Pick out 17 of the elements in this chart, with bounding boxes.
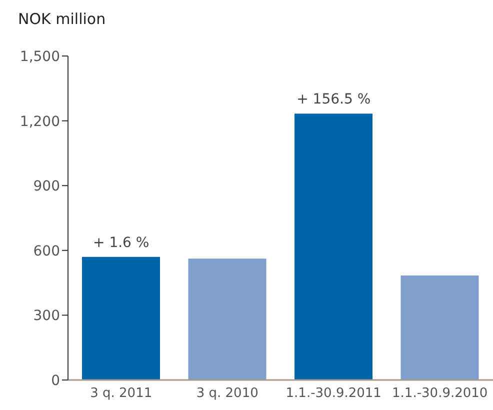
x-tick-label: 3 q. 2011 [90,386,152,402]
y-tick-label: 1,500 [20,48,60,65]
y-tick-label: 1,200 [20,114,60,130]
x-tick-label: 1.1.-30.9.2011 [286,386,382,402]
x-tick-label: 3 q. 2010 [196,386,258,402]
annotation: + 156.5 % [296,92,371,108]
x-tick-label: 1.1.-30.9.2010 [392,386,488,402]
y-tick-label: 300 [33,308,60,324]
y-axis-title: NOK million [18,10,106,28]
bar [188,258,266,380]
bar [294,114,372,380]
y-tick-label: 600 [33,243,60,260]
annotation: + 1.6 % [93,234,150,251]
y-tick-label: 0 [51,372,60,389]
bar [400,275,479,380]
y-tick-label: 900 [33,178,60,195]
bar [82,256,160,380]
